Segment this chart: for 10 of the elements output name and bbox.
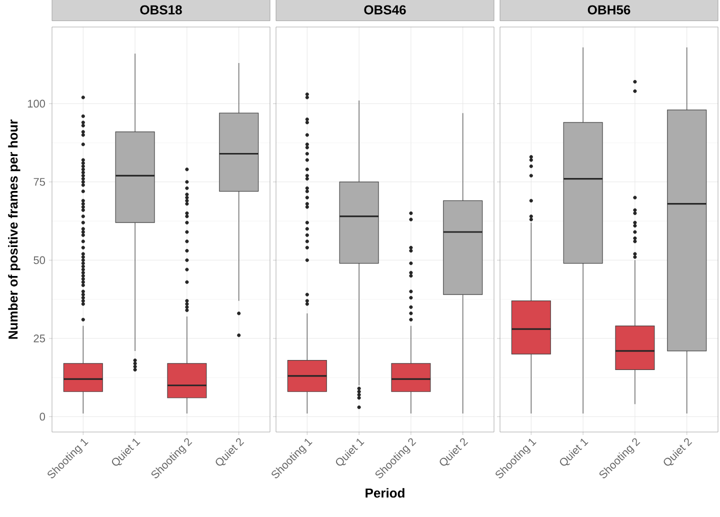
y-tick-label: 25 — [34, 334, 45, 342]
chart-title: OBS18 — [140, 5, 182, 14]
y-tick-label: 0 — [40, 412, 46, 421]
y-tick-label: 100 — [28, 100, 46, 108]
y-tick-label: 50 — [34, 256, 46, 264]
x-axis-title: Period — [366, 488, 404, 498]
chart-title: OBS46 — [364, 5, 406, 14]
y-tick-label: 75 — [34, 178, 45, 186]
y-axis-title: Number of positive frames per hour — [8, 120, 20, 339]
chart-title: OBH56 — [588, 5, 630, 14]
